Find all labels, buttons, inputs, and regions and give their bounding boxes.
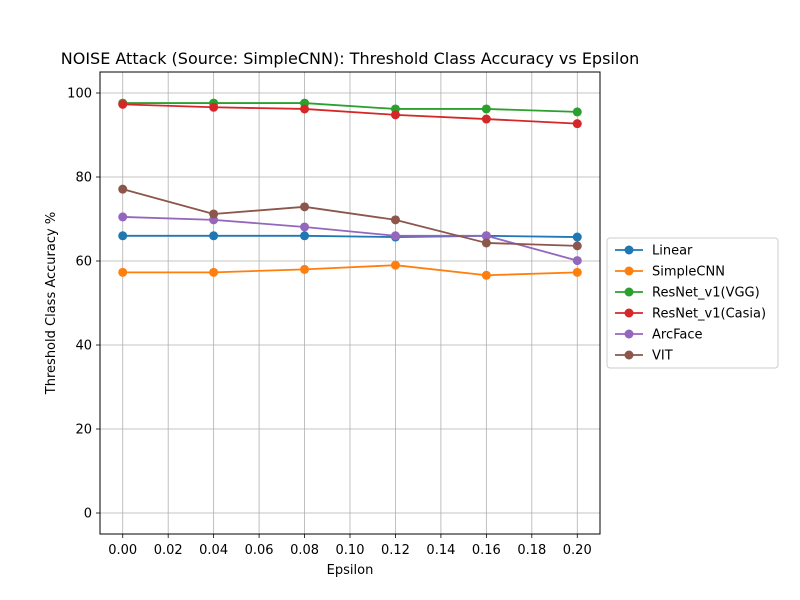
y-tick-label: 20: [75, 423, 92, 438]
data-point: [118, 99, 128, 109]
x-tick-label: 0.16: [472, 543, 501, 558]
y-tick-label: 80: [75, 171, 92, 186]
x-tick-label: 0.20: [563, 543, 592, 558]
legend-swatch-marker: [624, 266, 634, 276]
series-arcface: [118, 212, 582, 266]
x-tick-label: 0.00: [108, 543, 137, 558]
y-tick-label: 40: [75, 339, 92, 354]
x-tick-label: 0.08: [290, 543, 319, 558]
data-point: [481, 270, 491, 280]
series-line: [122, 264, 578, 277]
data-point: [300, 202, 310, 212]
data-point: [118, 212, 128, 222]
legend-label: ResNet_v1(Casia): [652, 307, 766, 322]
series-vit: [118, 184, 582, 251]
data-point: [572, 232, 582, 242]
legend-swatch-marker: [624, 350, 634, 360]
x-axis: 0.00 0.02 0.04 0.06 0.08 0.10 0.12 0.14 0.16 0.18…: [108, 534, 592, 558]
series-simplecnn: [118, 260, 582, 280]
series-line: [122, 102, 578, 113]
data-point: [118, 267, 128, 277]
data-point: [300, 231, 310, 241]
data-point: [572, 119, 582, 129]
x-tick-label: 0.06: [245, 543, 274, 558]
legend: Linear SimpleCNN ResNet_v1(VGG) ResNet_v1(C…: [606, 237, 779, 369]
legend-swatch-marker: [624, 308, 634, 318]
x-tick-label: 0.14: [426, 543, 455, 558]
x-tick-label: 0.10: [336, 543, 365, 558]
data-point: [118, 184, 128, 194]
y-tick-label: 0: [84, 507, 92, 522]
data-point: [209, 209, 219, 219]
data-point: [300, 264, 310, 274]
legend-label: ArcFace: [652, 328, 703, 343]
x-tick-label: 0.04: [199, 543, 228, 558]
legend-swatch-marker: [624, 245, 634, 255]
data-point: [209, 267, 219, 277]
data-point: [390, 215, 400, 225]
series-group: [118, 98, 582, 280]
data-point: [572, 267, 582, 277]
x-axis-label: Epsilon: [327, 563, 374, 578]
data-point: [481, 231, 491, 241]
data-point: [481, 114, 491, 124]
series-line: [122, 188, 578, 247]
series-linear: [118, 231, 582, 242]
y-tick-label: 100: [67, 87, 92, 102]
data-point: [300, 222, 310, 232]
legend-box: [606, 237, 779, 369]
series-resnet-v1-casia: [118, 99, 582, 129]
data-point: [572, 256, 582, 266]
data-point: [390, 110, 400, 120]
legend-swatch-marker: [624, 287, 634, 297]
legend-label: ResNet_v1(VGG): [652, 286, 760, 301]
legend-label: Linear: [652, 244, 693, 259]
data-point: [118, 231, 128, 241]
data-point: [481, 238, 491, 248]
series-line: [122, 103, 578, 125]
data-point: [390, 260, 400, 270]
data-point: [209, 102, 219, 112]
chart-title: NOISE Attack (Source: SimpleCNN): Thresh…: [61, 49, 640, 68]
y-axis-label: Threshold Class Accuracy %: [44, 212, 59, 395]
y-axis: 0 20 40 60 80 100: [67, 87, 100, 522]
series-line: [122, 234, 578, 238]
data-point: [572, 241, 582, 251]
x-tick-label: 0.02: [154, 543, 183, 558]
legend-label: VIT: [652, 349, 673, 364]
data-point: [481, 104, 491, 114]
grid: [100, 72, 600, 534]
y-tick-label: 60: [75, 255, 92, 270]
legend-label: SimpleCNN: [652, 265, 725, 280]
series-line: [122, 216, 578, 262]
data-point: [390, 231, 400, 241]
data-point: [572, 107, 582, 117]
data-point: [209, 231, 219, 241]
x-tick-label: 0.12: [381, 543, 410, 558]
data-point: [300, 104, 310, 114]
x-tick-label: 0.18: [517, 543, 546, 558]
legend-swatch-marker: [624, 329, 634, 339]
